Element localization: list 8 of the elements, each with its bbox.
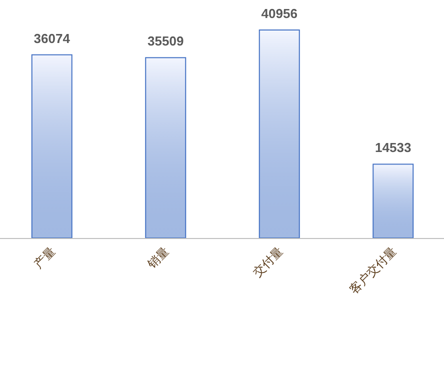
x-tick-label: 交付量 bbox=[250, 244, 286, 280]
data-label: 14533 bbox=[375, 140, 412, 156]
data-label: 36074 bbox=[34, 30, 71, 46]
data-label: 35509 bbox=[148, 34, 184, 49]
x-tick-label: 产量 bbox=[31, 244, 58, 272]
x-tick-label: 客户交付量 bbox=[346, 244, 400, 297]
data-label: 40956 bbox=[261, 6, 298, 21]
x-tick-label: 销量 bbox=[144, 244, 172, 272]
